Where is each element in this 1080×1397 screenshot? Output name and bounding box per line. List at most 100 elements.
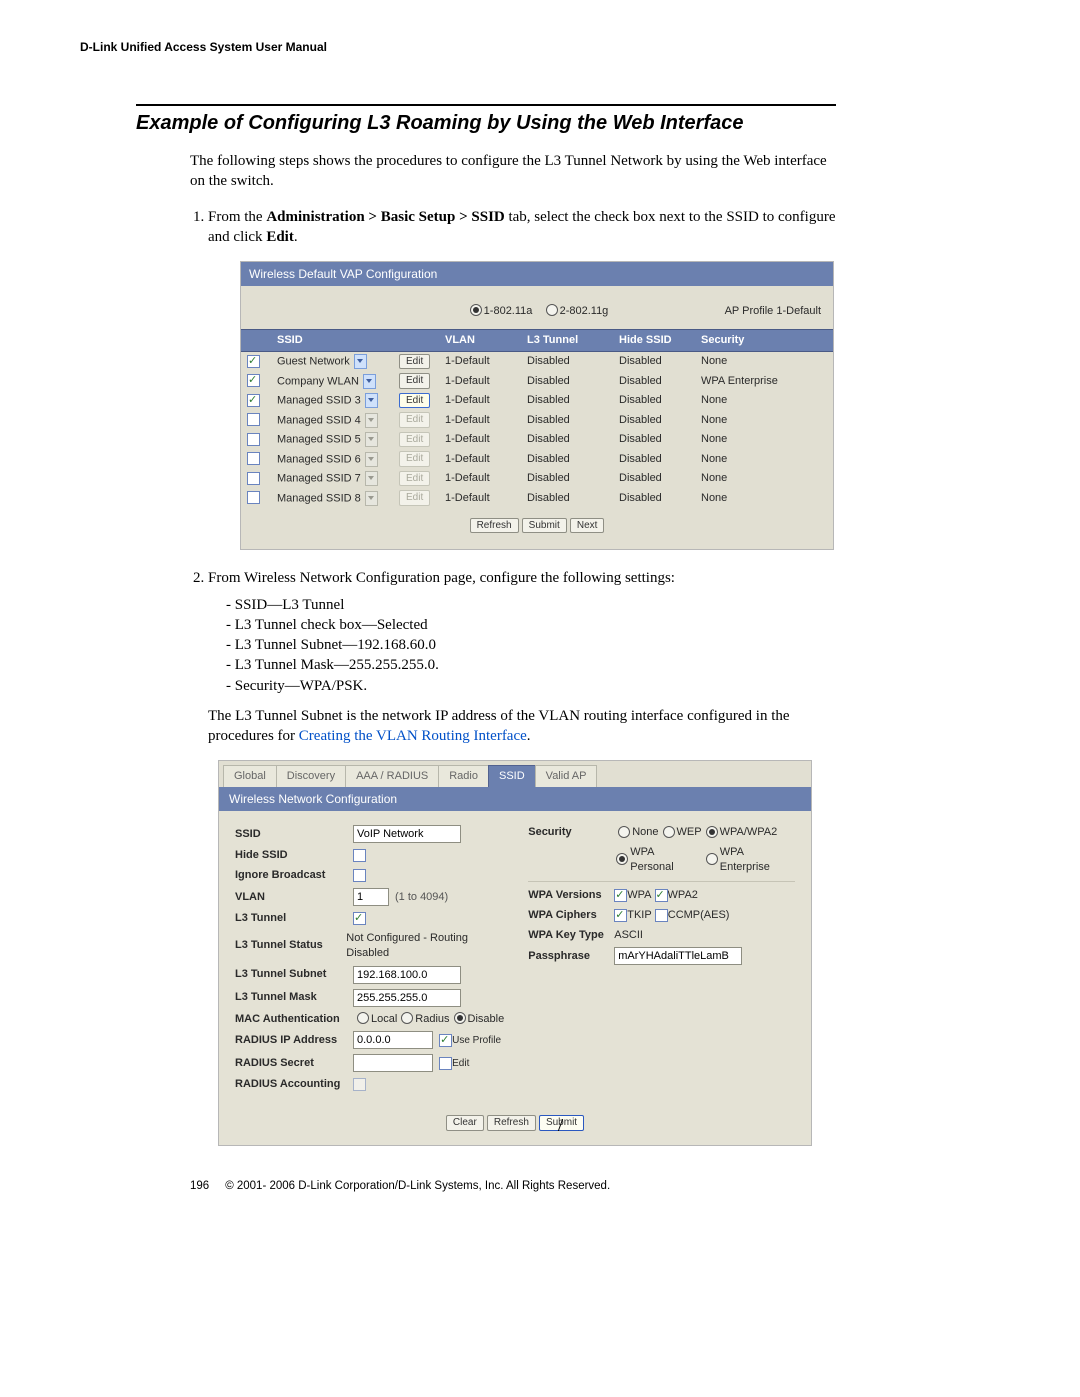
- table-row: Managed SSID 7 Edit1-DefaultDisabledDisa…: [241, 469, 833, 489]
- tab-aaa-radius[interactable]: AAA / RADIUS: [345, 765, 439, 787]
- tab-global[interactable]: Global: [223, 765, 277, 787]
- ssid-dropdown-icon[interactable]: [365, 452, 378, 467]
- ccmp-checkbox[interactable]: [655, 909, 668, 922]
- tab-ssid[interactable]: SSID: [488, 765, 536, 787]
- tab-discovery[interactable]: Discovery: [276, 765, 346, 787]
- edit-button[interactable]: Edit: [399, 373, 430, 389]
- ssid-dropdown-icon[interactable]: [365, 491, 378, 506]
- radius-accounting-checkbox[interactable]: [353, 1078, 366, 1091]
- radius-secret-input[interactable]: [353, 1054, 433, 1072]
- row-checkbox[interactable]: [247, 491, 260, 504]
- l3-subnet-input[interactable]: [353, 966, 461, 984]
- l3-cell: Disabled: [521, 488, 613, 508]
- refresh-button[interactable]: Refresh: [470, 518, 519, 534]
- vap-panel-title: Wireless Default VAP Configuration: [241, 262, 833, 286]
- vlan-input[interactable]: [353, 888, 389, 906]
- mac-disable-radio[interactable]: [454, 1012, 466, 1024]
- security-cell: None: [695, 351, 833, 371]
- tkip-checkbox[interactable]: [614, 909, 627, 922]
- l3-cell: Disabled: [521, 351, 613, 371]
- edit-button[interactable]: Edit: [399, 354, 430, 370]
- ssid-dropdown-icon[interactable]: [365, 432, 378, 447]
- row-checkbox[interactable]: [247, 394, 260, 407]
- vap-header-row: SSID VLAN L3 Tunnel Hide SSID Security: [241, 330, 833, 352]
- sec-none-radio[interactable]: [618, 826, 630, 838]
- ssid-input[interactable]: [353, 825, 461, 843]
- row-checkbox[interactable]: [247, 452, 260, 465]
- wpa2-label: WPA2: [668, 888, 698, 903]
- ssid-dropdown-icon[interactable]: [365, 393, 378, 408]
- table-row: Managed SSID 8 Edit1-DefaultDisabledDisa…: [241, 488, 833, 508]
- para2-b: .: [527, 728, 531, 744]
- ssid-name: Managed SSID 3: [277, 394, 361, 406]
- list-item: L3 Tunnel Mask—255.255.255.0.: [226, 655, 858, 675]
- tkip-label: TKIP: [627, 908, 651, 923]
- step-1: From the Administration > Basic Setup > …: [208, 207, 858, 551]
- security-cell: None: [695, 469, 833, 489]
- radius-accounting-label: RADIUS Accounting: [235, 1077, 353, 1092]
- ssid-dropdown-icon[interactable]: [365, 471, 378, 486]
- passphrase-input[interactable]: [614, 947, 742, 965]
- tab-radio[interactable]: Radio: [438, 765, 489, 787]
- clear-button[interactable]: Clear: [446, 1115, 484, 1131]
- sec-wep-radio[interactable]: [663, 826, 675, 838]
- vlan-routing-link[interactable]: Creating the VLAN Routing Interface: [299, 728, 527, 744]
- l3-cell: Disabled: [521, 449, 613, 469]
- ssid-dropdown-icon[interactable]: [365, 413, 378, 428]
- ssid-dropdown-icon[interactable]: [363, 374, 376, 389]
- edit-button: Edit: [399, 432, 430, 448]
- edit-button: Edit: [399, 451, 430, 467]
- row-checkbox[interactable]: [247, 413, 260, 426]
- col-l3tunnel: L3 Tunnel: [521, 330, 613, 352]
- row-checkbox[interactable]: [247, 472, 260, 485]
- radius-secret-edit-checkbox[interactable]: [439, 1057, 452, 1070]
- refresh-button-2[interactable]: Refresh: [487, 1115, 536, 1131]
- vlan-cell: 1-Default: [439, 371, 521, 391]
- wpa-keytype-value: ASCII: [614, 928, 643, 943]
- table-row: Managed SSID 3 Edit1-DefaultDisabledDisa…: [241, 391, 833, 411]
- l3-tunnel-checkbox[interactable]: [353, 912, 366, 925]
- radius-ip-input[interactable]: [353, 1031, 433, 1049]
- radio-80211a[interactable]: [470, 304, 482, 316]
- sec-wpa-enterprise-label: WPA Enterprise: [720, 845, 795, 875]
- edit-button[interactable]: Edit: [399, 393, 430, 409]
- hide-cell: Disabled: [613, 391, 695, 411]
- config-tabs: GlobalDiscoveryAAA / RADIUSRadioSSIDVali…: [219, 761, 811, 787]
- row-checkbox[interactable]: [247, 374, 260, 387]
- col-hidessid: Hide SSID: [613, 330, 695, 352]
- ssid-name: Managed SSID 8: [277, 492, 361, 504]
- use-profile-checkbox[interactable]: [439, 1034, 452, 1047]
- section-title: Example of Configuring L3 Roaming by Usi…: [136, 112, 1000, 135]
- settings-list: SSID—L3 TunnelL3 Tunnel check box—Select…: [208, 595, 858, 696]
- mac-local-radio[interactable]: [357, 1012, 369, 1024]
- security-cell: WPA Enterprise: [695, 371, 833, 391]
- l3-mask-input[interactable]: [353, 989, 461, 1007]
- ssid-name: Managed SSID 6: [277, 453, 361, 465]
- ssid-dropdown-icon[interactable]: [354, 354, 367, 369]
- step1-nav-path: Administration > Basic Setup > SSID: [266, 209, 504, 225]
- hide-ssid-checkbox[interactable]: [353, 849, 366, 862]
- ignore-broadcast-checkbox[interactable]: [353, 869, 366, 882]
- sec-wpa-enterprise-radio[interactable]: [706, 853, 718, 865]
- row-checkbox[interactable]: [247, 433, 260, 446]
- submit-button-2[interactable]: Submit: [539, 1115, 584, 1131]
- radius-ip-label: RADIUS IP Address: [235, 1033, 353, 1048]
- vlan-cell: 1-Default: [439, 351, 521, 371]
- sec-wpa-radio[interactable]: [706, 826, 718, 838]
- submit-button[interactable]: Submit: [522, 518, 567, 534]
- sec-wpa-personal-radio[interactable]: [616, 853, 628, 865]
- next-button[interactable]: Next: [570, 518, 605, 534]
- wpa-checkbox[interactable]: [614, 889, 627, 902]
- row-checkbox[interactable]: [247, 355, 260, 368]
- table-row: Managed SSID 6 Edit1-DefaultDisabledDisa…: [241, 449, 833, 469]
- mac-radius-radio[interactable]: [401, 1012, 413, 1024]
- radio-80211g-label: 2-802.11g: [560, 305, 609, 317]
- edit-button: Edit: [399, 490, 430, 506]
- tab-valid-ap[interactable]: Valid AP: [535, 765, 598, 787]
- wpa-label: WPA: [627, 888, 651, 903]
- ssid-label: SSID: [235, 827, 353, 842]
- wpa2-checkbox[interactable]: [655, 889, 668, 902]
- page-footer: 196 © 2001- 2006 D-Link Corporation/D-Li…: [190, 1180, 1000, 1192]
- radio-80211g[interactable]: [546, 304, 558, 316]
- vlan-label: VLAN: [235, 890, 353, 905]
